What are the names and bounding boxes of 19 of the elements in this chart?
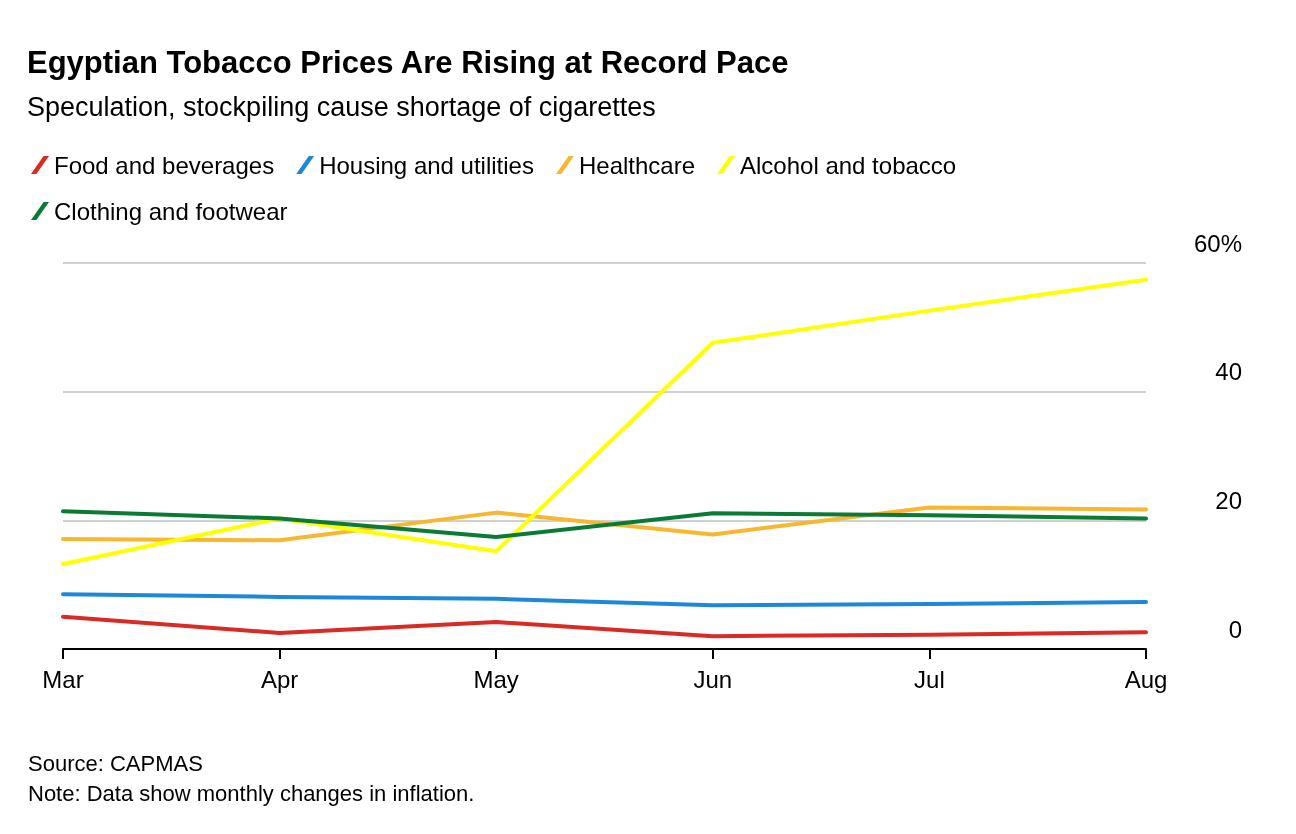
legend-label: Food and beverages bbox=[54, 151, 275, 179]
legend-label: Housing and utilities bbox=[319, 151, 534, 179]
legend-label: Healthcare bbox=[578, 151, 696, 179]
x-tick-label: Jul bbox=[914, 665, 945, 693]
text: Note: Data show monthly changes in inflation. bbox=[28, 780, 475, 806]
x-tick-label: May bbox=[473, 665, 519, 693]
x-tick-label: Aug bbox=[1124, 665, 1168, 693]
x-tick-label: Mar bbox=[42, 665, 84, 693]
y-tick-label: 40 bbox=[1215, 358, 1242, 386]
y-tick-label: 60% bbox=[1193, 229, 1242, 257]
x-tick-label: Apr bbox=[260, 665, 299, 693]
chart-title: Egyptian Tobacco Prices Are Rising at Record Pace bbox=[27, 45, 789, 80]
legend-label: Alcohol and tobacco bbox=[740, 151, 957, 179]
legend-label: Clothing and footwear bbox=[54, 197, 288, 225]
y-tick-label: 20 bbox=[1215, 486, 1242, 514]
source-note: Source: CAPMAS bbox=[28, 750, 203, 776]
chart-subtitle: Speculation, stockpiling cause shortage of cigarettes bbox=[27, 91, 656, 122]
x-tick-label: Jun bbox=[693, 665, 733, 693]
y-tick-label: 0 bbox=[1228, 615, 1242, 643]
